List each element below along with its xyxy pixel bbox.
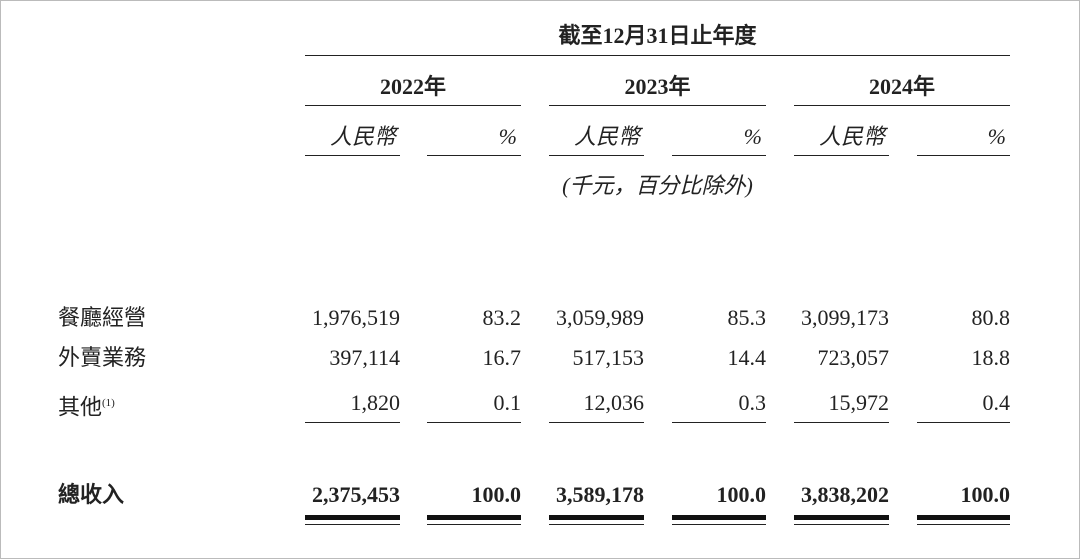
total-cell: 3,838,202 <box>801 482 889 507</box>
subtotal-rule <box>672 422 766 423</box>
subtotal-rule <box>305 422 400 423</box>
footnote-marker: (1) <box>102 397 115 409</box>
year-header: 2024年 <box>868 74 935 99</box>
total-cell: 3,589,178 <box>556 482 644 507</box>
total-double-rule-thin <box>672 524 766 525</box>
table-cell: 85.3 <box>727 305 767 330</box>
column-rule <box>549 155 644 156</box>
currency-header: 人民幣 <box>818 124 885 149</box>
subtotal-rule <box>794 422 889 423</box>
total-cell: 2,375,453 <box>312 482 400 507</box>
unit-note: (千元，百分比除外) <box>562 173 753 198</box>
total-cell: 100.0 <box>960 482 1011 507</box>
table-cell: 1,820 <box>350 390 401 415</box>
table-cell: 0.1 <box>493 390 522 415</box>
total-double-rule-thick <box>427 515 521 520</box>
subtotal-rule <box>427 422 521 423</box>
total-double-rule-thin <box>794 524 889 525</box>
percent-header: % <box>987 124 1006 149</box>
table-cell: 0.3 <box>738 390 767 415</box>
total-double-rule-thick <box>917 515 1010 520</box>
total-double-rule-thick <box>549 515 644 520</box>
total-label: 總收入 <box>58 482 125 507</box>
total-double-rule-thick <box>672 515 766 520</box>
table-cell: 83.2 <box>482 305 522 330</box>
header-rule <box>305 55 1010 56</box>
column-rule <box>305 155 400 156</box>
table-cell: 3,099,173 <box>801 305 889 330</box>
total-double-rule-thick <box>305 515 400 520</box>
row-label: 外賣業務 <box>58 345 147 370</box>
total-double-rule-thick <box>794 515 889 520</box>
total-cell: 100.0 <box>716 482 767 507</box>
currency-header: 人民幣 <box>329 124 396 149</box>
total-cell: 100.0 <box>471 482 522 507</box>
currency-header: 人民幣 <box>573 124 640 149</box>
table-cell: 1,976,519 <box>312 305 400 330</box>
total-double-rule-thin <box>305 524 400 525</box>
table-cell: 15,972 <box>828 390 890 415</box>
row-label: 其他(1) <box>58 394 115 420</box>
year-header: 2022年 <box>379 74 446 99</box>
period-title: 截至12月31日止年度 <box>558 23 757 48</box>
subtotal-rule <box>549 422 644 423</box>
column-rule <box>794 155 889 156</box>
percent-header: % <box>743 124 762 149</box>
table-cell: 0.4 <box>982 390 1011 415</box>
table-cell: 14.4 <box>727 345 767 370</box>
table-cell: 12,036 <box>583 390 645 415</box>
year-rule <box>549 105 766 106</box>
total-double-rule-thin <box>549 524 644 525</box>
total-double-rule-thin <box>917 524 1010 525</box>
table-cell: 723,057 <box>817 345 890 370</box>
table-cell: 397,114 <box>329 345 400 370</box>
year-header: 2023年 <box>624 74 691 99</box>
table-cell: 80.8 <box>971 305 1011 330</box>
column-rule <box>427 155 521 156</box>
year-rule <box>794 105 1010 106</box>
table-cell: 18.8 <box>971 345 1011 370</box>
table-cell: 3,059,989 <box>556 305 644 330</box>
table-cell: 517,153 <box>572 345 645 370</box>
total-double-rule-thin <box>427 524 521 525</box>
subtotal-rule <box>917 422 1010 423</box>
table-cell: 16.7 <box>482 345 522 370</box>
column-rule <box>917 155 1010 156</box>
percent-header: % <box>498 124 517 149</box>
year-rule <box>305 105 521 106</box>
row-label: 餐廳經營 <box>58 305 147 330</box>
column-rule <box>672 155 766 156</box>
